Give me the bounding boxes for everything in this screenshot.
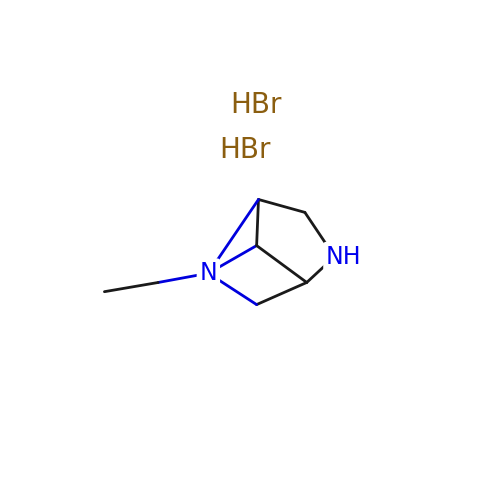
- Text: N: N: [199, 261, 217, 285]
- Text: HBr: HBr: [231, 91, 282, 119]
- Text: HBr: HBr: [219, 136, 271, 164]
- Text: NH: NH: [326, 245, 362, 269]
